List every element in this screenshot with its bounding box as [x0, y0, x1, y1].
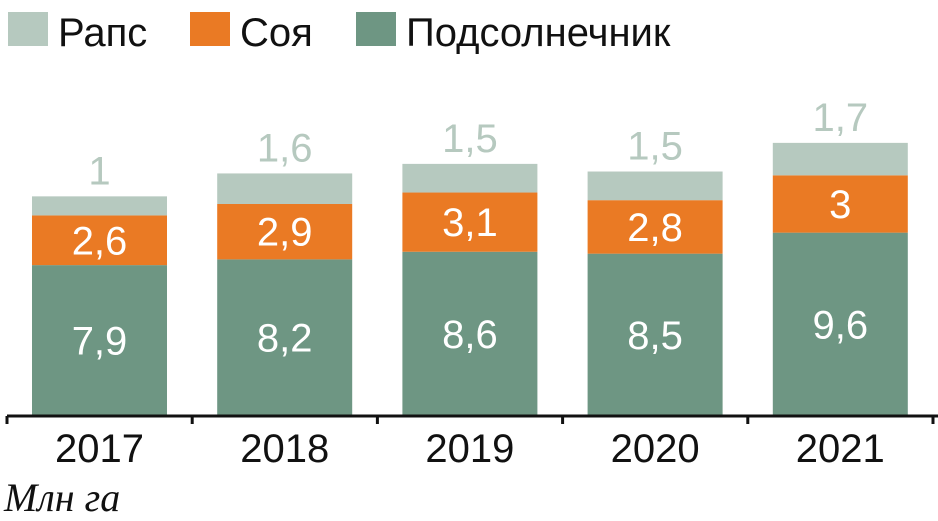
legend-label: Рапс — [58, 11, 147, 55]
data-label: 7,9 — [72, 320, 128, 364]
data-label: 2,6 — [72, 219, 128, 263]
bar-segment — [402, 192, 538, 252]
bar-segment — [32, 215, 167, 266]
bar-segment — [587, 253, 723, 416]
legend-swatch — [190, 12, 230, 46]
data-label: 9,6 — [812, 303, 868, 347]
data-label: 1,5 — [442, 117, 498, 161]
bar-segment — [402, 163, 538, 193]
bar-segment — [32, 196, 167, 216]
data-label: 2,8 — [627, 206, 683, 250]
unit-label: Млн га — [4, 475, 121, 520]
bar-segment — [402, 251, 538, 416]
data-label: 3 — [829, 183, 851, 227]
data-label: 8,2 — [257, 317, 313, 361]
data-label: 1,6 — [257, 126, 313, 170]
data-label: 3,1 — [442, 201, 498, 245]
bar-segment — [217, 173, 353, 204]
bar-segment — [587, 200, 723, 254]
data-label: 8,6 — [442, 313, 498, 357]
bar-segment — [32, 265, 167, 416]
legend-swatch — [8, 12, 48, 46]
bar-segment — [217, 259, 353, 416]
data-label: 8,5 — [627, 314, 683, 358]
bar-segment — [772, 232, 908, 416]
bar-segment — [587, 171, 723, 201]
legend-label: Подсолнечник — [406, 11, 671, 55]
bar-segment — [772, 175, 908, 233]
bar-segment — [217, 203, 353, 260]
bar-segment — [772, 142, 908, 176]
legend-swatch — [356, 12, 396, 46]
x-tick-label: 2018 — [240, 427, 329, 471]
data-label: 2,9 — [257, 211, 313, 255]
x-tick-label: 2017 — [55, 427, 144, 471]
x-tick-label: 2020 — [611, 427, 700, 471]
x-tick-label: 2021 — [796, 427, 885, 471]
x-tick-label: 2019 — [425, 427, 514, 471]
data-label: 1,7 — [812, 96, 868, 140]
data-label: 1 — [88, 149, 110, 193]
data-label: 1,5 — [627, 125, 683, 169]
legend-label: Соя — [240, 11, 313, 55]
